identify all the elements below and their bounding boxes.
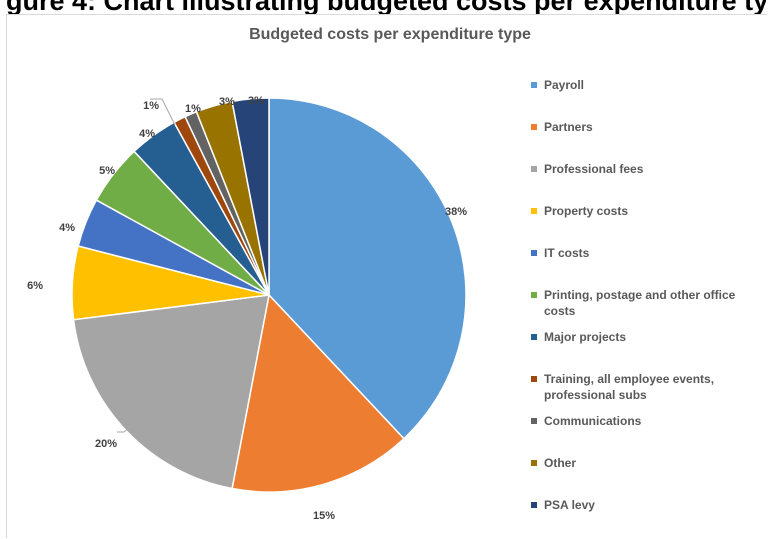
legend-item-2: Partners — [531, 119, 761, 135]
legend-item-4: Property costs — [531, 203, 761, 219]
chart-title: Budgeted costs per expenditure type — [249, 26, 531, 43]
legend-label: Partners — [544, 120, 593, 134]
legend-swatch — [531, 376, 537, 382]
legend-item-6: Printing, postage and other office costs — [531, 287, 761, 319]
legend-label: Payroll — [544, 78, 585, 92]
legend-swatch — [531, 166, 537, 172]
legend-label: IT costs — [544, 246, 590, 260]
figure-caption: gure 4: Chart illustrating budgeted cost… — [6, 0, 766, 16]
legend-swatch — [531, 334, 537, 340]
data-label-10: 3% — [219, 96, 235, 108]
legend-swatch — [531, 82, 537, 88]
legend-swatch — [531, 124, 537, 130]
legend-item-8: Training, all employee events, professio… — [531, 371, 761, 403]
legend-item-7: Major projects — [531, 329, 761, 345]
legend-label: Property costs — [544, 204, 629, 218]
pie-slice-3 — [72, 294, 270, 490]
data-label-7: 4% — [139, 128, 155, 140]
legend-item-3: Professional fees — [531, 161, 761, 177]
legend-swatch — [531, 208, 537, 214]
legend-label: Communications — [544, 414, 642, 428]
data-label-8: 1% — [143, 100, 159, 112]
legend-item-11: PSA levy — [531, 497, 761, 513]
legend-label: Printing, postage and other office costs — [544, 288, 736, 318]
data-label-6: 5% — [99, 165, 115, 177]
leader-line-training — [150, 98, 176, 126]
leader-line-professional-fees — [117, 424, 133, 433]
legend-swatch — [531, 418, 537, 424]
legend-swatch — [531, 292, 537, 298]
legend-label: Other — [544, 456, 577, 470]
chart-area: Budgeted costs per expenditure type 38% 1… — [6, 14, 767, 538]
data-label-5: 4% — [59, 222, 75, 234]
data-label-9: 1% — [185, 103, 201, 115]
data-label-1: 38% — [445, 206, 467, 218]
data-label-3: 20% — [95, 438, 117, 450]
legend-swatch — [531, 502, 537, 508]
legend-item-5: IT costs — [531, 245, 761, 261]
legend-label: PSA levy — [544, 498, 595, 512]
pie-slice-1 — [268, 97, 467, 440]
legend-label: Training, all employee events, professio… — [544, 372, 715, 402]
legend-label: Professional fees — [544, 162, 644, 176]
legend-label: Major projects — [544, 330, 627, 344]
legend-item-10: Other — [531, 455, 761, 471]
legend-swatch — [531, 250, 537, 256]
data-label-4: 6% — [27, 280, 43, 292]
data-label-11: 3% — [248, 95, 264, 107]
legend-item-1: Payroll — [531, 77, 761, 93]
legend-item-9: Communications — [531, 413, 761, 429]
data-label-2: 15% — [313, 510, 335, 522]
legend-swatch — [531, 460, 537, 466]
pie-slice-11 — [231, 97, 270, 296]
pie-slice-2 — [231, 293, 405, 493]
pie-chart: Budgeted costs per expenditure type 38% 1… — [27, 26, 531, 522]
